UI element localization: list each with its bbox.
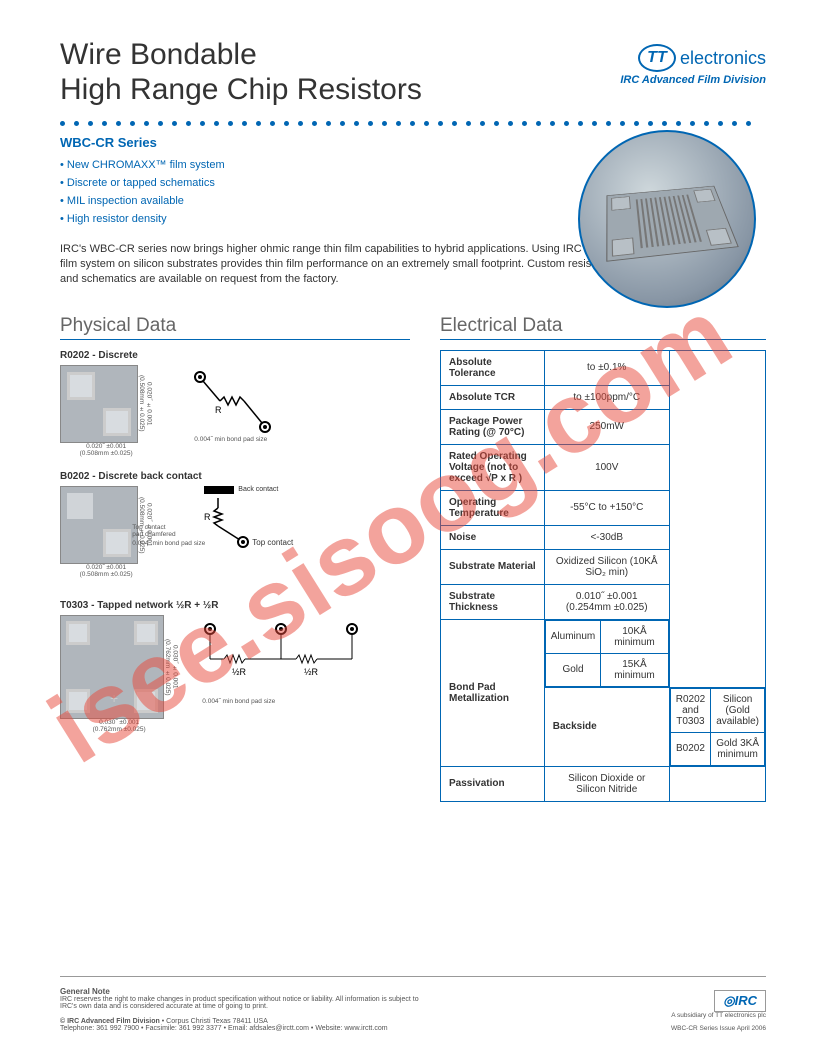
phys-r0202: R0202 - Discrete 0.020˝ ±0.001(0.508mm ±… [60, 350, 410, 457]
table-row: Rated Operating Voltage (not to exceed √… [441, 444, 766, 490]
subsidiary-text: A subsidiary of TT electronics plc [671, 1012, 766, 1019]
dim-horizontal: 0.020˝ ±0.001(0.508mm ±0.025) [60, 564, 152, 578]
contact-line: Telephone: 361 992 7900 • Facsimile: 361… [60, 1025, 420, 1032]
tapped-network-icon: ½R ½R [196, 615, 366, 695]
dim-vertical: 0.020˝ ±0.001(0.508mm ±0.025) [138, 375, 152, 432]
copyright: © IRC Advanced Film Division [60, 1018, 160, 1025]
physical-column: Physical Data R0202 - Discrete 0.020˝ ±0… [60, 315, 410, 802]
electrical-table: Absolute Toleranceto ±0.1% Absolute TCRt… [440, 350, 766, 802]
svg-text:½R: ½R [304, 667, 319, 677]
schematic-b0202: Back contact R Top contact pad chamfered [170, 486, 320, 552]
die-image [60, 486, 138, 564]
schematic-t0303: ½R ½R 0.004˝ min bond pad size [196, 615, 366, 705]
tt-oval-icon: TT [638, 44, 676, 72]
electrical-column: Electrical Data Absolute Toleranceto ±0.… [440, 315, 766, 802]
tt-logo: TT electronics [638, 44, 766, 72]
main-columns: Physical Data R0202 - Discrete 0.020˝ ±0… [60, 315, 766, 802]
die-image: + [60, 615, 164, 719]
table-row: PassivationSilicon Dioxide or Silicon Ni… [441, 766, 766, 801]
dim-horizontal: 0.020˝ ±0.001(0.508mm ±0.025) [60, 443, 152, 457]
header: Wire Bondable High Range Chip Resistors … [60, 38, 766, 107]
svg-text:½R: ½R [232, 667, 247, 677]
irc-logo: ◎IRC [714, 990, 766, 1012]
dim-vertical: 0.030˝ ±0.001(0.762mm ±0.025) [164, 639, 178, 696]
chip-illustration [578, 130, 756, 308]
table-row: Package Power Rating (@ 70°C)250mW [441, 409, 766, 444]
title-block: Wire Bondable High Range Chip Resistors [60, 38, 422, 107]
phys-b0202: B0202 - Discrete back contact 0.020˝ ±0.… [60, 471, 410, 578]
general-note-title: General Note [60, 987, 420, 996]
table-row: Absolute Toleranceto ±0.1% [441, 350, 766, 385]
title-line2: High Range Chip Resistors [60, 73, 422, 108]
r-label: R [215, 405, 222, 415]
electrical-title: Electrical Data [440, 315, 766, 340]
pad-note: 0.004˝ min bond pad size [202, 698, 366, 705]
logo-block: TT electronics IRC Advanced Film Divisio… [620, 38, 766, 86]
phys-label: T0303 - Tapped network ½R + ½R [60, 600, 410, 611]
table-row: Noise<-30dB [441, 525, 766, 549]
dot-separator [60, 121, 766, 127]
table-row: Bond Pad Metallization Aluminum10KÅ mini… [441, 619, 766, 687]
physical-title: Physical Data [60, 315, 410, 340]
die-block: + 0.030˝ ±0.001(0.762mm ±0.025) 0.030˝ ±… [60, 615, 178, 733]
table-row: Operating Temperature-55°C to +150°C [441, 490, 766, 525]
table-row: Absolute TCRto ±100ppm/°C [441, 385, 766, 409]
table-row: Substrate Thickness0.010˝ ±0.001 (0.254m… [441, 584, 766, 619]
svg-text:R: R [204, 512, 211, 522]
die-image [60, 365, 138, 443]
schematic-r0202: R 0.004˝ min bond pad size [170, 365, 300, 443]
dim-horizontal: 0.030˝ ±0.001(0.762mm ±0.025) [60, 719, 178, 733]
brand-text: electronics [680, 48, 766, 69]
issue-text: WBC-CR Series Issue April 2006 [671, 1025, 766, 1032]
footer: General Note IRC reserves the right to m… [60, 976, 766, 1032]
address: • Corpus Christi Texas 78411 USA [162, 1018, 268, 1025]
general-note-text: IRC reserves the right to make changes i… [60, 996, 420, 1010]
footer-left: General Note IRC reserves the right to m… [60, 987, 420, 1032]
division-text: IRC Advanced Film Division [620, 74, 766, 86]
back-contact-label: Back contact [238, 486, 278, 493]
phys-label: R0202 - Discrete [60, 350, 410, 361]
table-row: Substrate MaterialOxidized Silicon (10KÅ… [441, 549, 766, 584]
footer-right: ◎IRC A subsidiary of TT electronics plc … [671, 990, 766, 1032]
phys-t0303: T0303 - Tapped network ½R + ½R + [60, 600, 410, 733]
die-block: 0.020˝ ±0.001(0.508mm ±0.025) 0.020˝ ±0.… [60, 365, 152, 457]
phys-label: B0202 - Discrete back contact [60, 471, 410, 482]
title-line1: Wire Bondable [60, 38, 422, 73]
